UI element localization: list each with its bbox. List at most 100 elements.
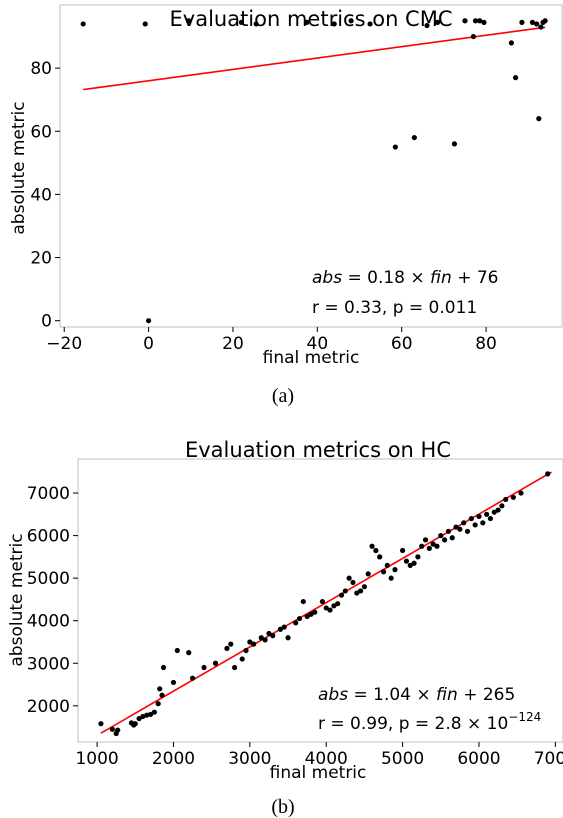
data-point	[281, 624, 287, 630]
data-point	[98, 721, 104, 727]
data-point	[542, 18, 548, 24]
data-point	[518, 490, 524, 496]
data-point	[270, 633, 276, 639]
data-point	[109, 726, 115, 732]
data-point	[477, 18, 483, 24]
data-point	[491, 509, 497, 515]
data-point	[529, 19, 536, 25]
data-point	[377, 554, 383, 560]
x-tick-label: 5000	[381, 749, 424, 769]
data-point	[266, 630, 272, 637]
fit-equation: abs = 0.18 × fin + 76	[312, 268, 499, 288]
data-point	[300, 598, 306, 605]
y-tick-label: 4000	[27, 612, 70, 632]
data-point	[170, 679, 177, 686]
fit-statistics: r = 0.99, p = 2.8 × 10−124	[318, 710, 541, 734]
data-point	[327, 607, 333, 613]
x-axis-label: final metric	[263, 348, 360, 368]
data-point	[487, 515, 494, 522]
data-point	[132, 721, 138, 727]
data-point	[534, 21, 540, 27]
data-point	[262, 637, 268, 643]
x-tick-label: 1000	[75, 749, 118, 769]
data-point	[369, 543, 375, 549]
data-point	[243, 647, 249, 654]
data-point	[251, 641, 257, 647]
fit-line	[83, 26, 546, 91]
data-point	[424, 22, 430, 29]
data-point	[189, 675, 196, 681]
data-point	[472, 18, 479, 24]
data-point	[253, 21, 259, 27]
y-tick-label: 40	[30, 185, 52, 205]
data-point	[503, 496, 509, 503]
data-point	[367, 21, 373, 27]
fit-line	[100, 471, 552, 734]
y-axis-ticks: 0 20 40 60 80	[30, 59, 60, 332]
data-point	[155, 701, 161, 707]
chart-hc: Evaluation metrics on HC 1000 2000 3000 400…	[7, 438, 563, 818]
data-point	[145, 318, 152, 324]
fit-statistics: r = 0.33, p = 0.011	[312, 298, 477, 318]
data-point	[342, 588, 348, 594]
data-point	[308, 611, 314, 617]
data-point	[186, 650, 192, 656]
data-point	[403, 558, 410, 564]
scatter-points	[80, 18, 548, 324]
data-point	[174, 647, 180, 654]
data-point	[392, 144, 398, 150]
data-point	[304, 19, 310, 25]
data-point	[212, 660, 219, 666]
data-point	[422, 537, 429, 543]
x-tick-label: 7000	[534, 749, 563, 769]
x-tick-label: 3000	[228, 749, 271, 769]
y-tick-label: 3000	[27, 654, 70, 674]
data-point	[296, 615, 303, 622]
data-point	[186, 18, 192, 24]
data-point	[238, 19, 244, 25]
x-tick-label: 20	[222, 334, 244, 354]
data-point	[536, 116, 542, 122]
x-tick-label: 0	[143, 334, 154, 354]
data-point	[426, 545, 432, 551]
data-point	[407, 562, 413, 568]
y-tick-label: 2000	[27, 697, 70, 717]
plot-area-frame	[77, 458, 563, 743]
data-point	[451, 141, 458, 147]
data-point	[472, 522, 478, 528]
data-point	[419, 543, 425, 549]
data-point	[461, 520, 467, 526]
data-point	[348, 18, 354, 24]
data-point	[247, 639, 253, 645]
data-point	[484, 511, 490, 517]
data-point	[380, 569, 387, 575]
data-point	[361, 584, 368, 590]
data-point	[323, 605, 329, 611]
data-point	[115, 727, 121, 733]
data-point	[512, 75, 519, 81]
data-point	[331, 603, 337, 609]
data-point	[510, 494, 516, 500]
x-tick-label: 2000	[152, 749, 195, 769]
data-point	[224, 645, 230, 651]
data-point	[357, 588, 364, 594]
data-point	[365, 571, 371, 577]
data-point	[151, 709, 157, 715]
data-point	[480, 520, 486, 526]
data-point	[350, 579, 356, 586]
data-point	[453, 524, 459, 530]
x-tick-label: 60	[391, 334, 413, 354]
data-point	[338, 592, 345, 598]
data-point	[80, 21, 86, 27]
data-point	[239, 656, 245, 662]
scatter-points	[98, 471, 552, 737]
data-point	[519, 19, 525, 25]
data-point	[354, 590, 360, 596]
data-point	[157, 686, 163, 692]
y-tick-label: 60	[30, 122, 52, 142]
data-point	[160, 664, 167, 671]
data-point	[442, 537, 448, 543]
data-point	[464, 528, 471, 534]
data-point	[228, 641, 234, 647]
